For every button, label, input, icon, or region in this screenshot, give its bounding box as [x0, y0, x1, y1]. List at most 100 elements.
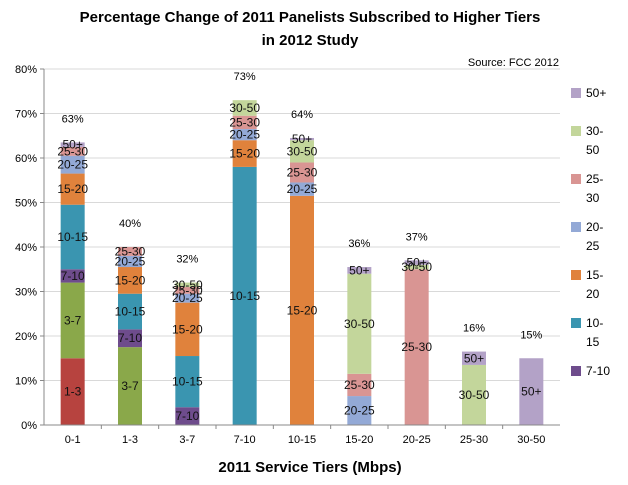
- segment-label: 10-15: [172, 375, 203, 389]
- legend-swatch: [571, 88, 581, 98]
- bar-segment: [60, 142, 85, 147]
- segment-label: 30-50: [172, 278, 203, 292]
- bar-segment: [347, 267, 372, 274]
- legend-swatch: [571, 126, 581, 136]
- x-tick-label: 10-15: [288, 434, 316, 446]
- segment-label: 7-10: [175, 409, 199, 423]
- segment-label: 15-20: [172, 322, 203, 336]
- legend-swatch: [571, 366, 581, 376]
- segment-label: 25-30: [287, 165, 318, 179]
- segment-label: 30-50: [287, 144, 318, 158]
- bar-segment: [404, 260, 429, 265]
- y-tick-label: 80%: [15, 64, 37, 76]
- segment-label: 10-15: [229, 289, 260, 303]
- legend-label: 50+: [586, 86, 606, 100]
- total-label: 40%: [119, 218, 141, 230]
- segment-label: 7-10: [118, 331, 142, 345]
- legend-swatch: [571, 318, 581, 328]
- axes: [43, 69, 560, 426]
- segment-label: 30-50: [344, 317, 375, 331]
- bar-segment: [347, 373, 372, 397]
- bar-segment: [60, 155, 85, 174]
- bar-segment: [60, 269, 85, 283]
- bar-segment: [175, 356, 200, 408]
- legend-label: 15: [586, 335, 600, 349]
- segment-label: 10-15: [115, 305, 146, 319]
- x-axis-label: 2011 Service Tiers (Mbps): [218, 459, 401, 476]
- segment-label: 30-50: [229, 101, 260, 115]
- bar-segment: [118, 255, 142, 268]
- segment-label: 20-25: [344, 404, 375, 418]
- x-tick-label: 0-1: [65, 434, 81, 446]
- x-tick-label: 3-7: [179, 434, 195, 446]
- source-note: Source: FCC 2012: [468, 57, 559, 69]
- segment-label: 50+: [521, 385, 541, 399]
- total-label: 73%: [234, 71, 256, 83]
- bar-segment: [118, 247, 142, 256]
- bar-segment: [232, 166, 257, 425]
- segment-label: 1-3: [64, 385, 82, 399]
- segment-label: 25-30: [57, 144, 88, 158]
- bar-segment: [60, 358, 85, 425]
- y-tick-label: 50%: [15, 198, 37, 210]
- chart-title-line-2: in 2012 Study: [262, 32, 359, 49]
- bar-segment: [175, 407, 200, 425]
- segment-label: 50+: [349, 263, 369, 277]
- bar-segment: [290, 195, 314, 425]
- legend-label: 15-: [586, 268, 603, 282]
- bar-segment: [118, 293, 142, 330]
- total-label: 63%: [62, 113, 84, 125]
- total-label: 15%: [520, 329, 542, 341]
- segment-labels: 1-33-77-1010-1515-2020-2525-3050+3-77-10…: [57, 101, 541, 423]
- bar-segment: [175, 287, 200, 294]
- legend-swatch: [571, 174, 581, 184]
- legend-label: 25: [586, 239, 600, 253]
- y-tick-label: 40%: [15, 242, 37, 254]
- legend-swatch: [571, 270, 581, 280]
- y-axis-ticks: 0% 10% 20% 30% 40% 50% 60% 70% 80%: [15, 64, 44, 432]
- bar-segment: [118, 329, 142, 348]
- y-tick-label: 10%: [15, 376, 37, 388]
- y-tick-label: 70%: [15, 109, 37, 121]
- x-tick-label: 25-30: [460, 434, 488, 446]
- x-tick-label: 7-10: [234, 434, 256, 446]
- bar-segment: [290, 137, 314, 141]
- segment-label: 3-7: [121, 379, 139, 393]
- bar-segment: [60, 282, 85, 359]
- bar-segment: [175, 302, 200, 357]
- segment-label: 25-30: [115, 244, 146, 258]
- bar-segment: [462, 351, 486, 365]
- legend: 50+ 30- 50 25- 30 20- 25 15- 20 10- 15 7-10: [571, 86, 610, 378]
- segment-label: 30-50: [459, 388, 490, 402]
- legend-label: 25-: [586, 172, 603, 186]
- bars: [60, 100, 544, 425]
- segment-label: 15-20: [115, 273, 146, 287]
- bar-segment: [118, 267, 142, 294]
- segment-label: 15-20: [229, 147, 260, 161]
- segment-label: 20-25: [229, 128, 260, 142]
- segment-label: 20-25: [287, 182, 318, 196]
- bar-segment: [60, 173, 85, 205]
- total-label: 32%: [176, 254, 198, 266]
- bar-segment: [232, 129, 257, 141]
- segment-label: 25-30: [401, 340, 432, 354]
- total-label: 37%: [406, 231, 428, 243]
- legend-label: 10-: [586, 316, 603, 330]
- chart-title: Percentage Change of 2011 Panelists Subs…: [80, 9, 541, 49]
- legend-label: 30: [586, 191, 600, 205]
- bar-segment: [232, 100, 257, 116]
- legend-label: 20-: [586, 220, 603, 234]
- chart-title-line-1: Percentage Change of 2011 Panelists Subs…: [80, 9, 541, 26]
- bar-segment: [462, 364, 486, 425]
- bar-segment: [290, 182, 314, 196]
- total-label: 36%: [348, 238, 370, 250]
- y-tick-label: 0%: [21, 420, 37, 432]
- y-tick-label: 30%: [15, 287, 37, 299]
- segment-label: 20-25: [172, 291, 203, 305]
- legend-swatch: [571, 222, 581, 232]
- bar-segment: [60, 146, 85, 156]
- segment-label: 3-7: [64, 313, 82, 327]
- segment-label: 20-25: [115, 254, 146, 268]
- segment-label: 10-15: [57, 230, 88, 244]
- bar-segment: [347, 273, 372, 374]
